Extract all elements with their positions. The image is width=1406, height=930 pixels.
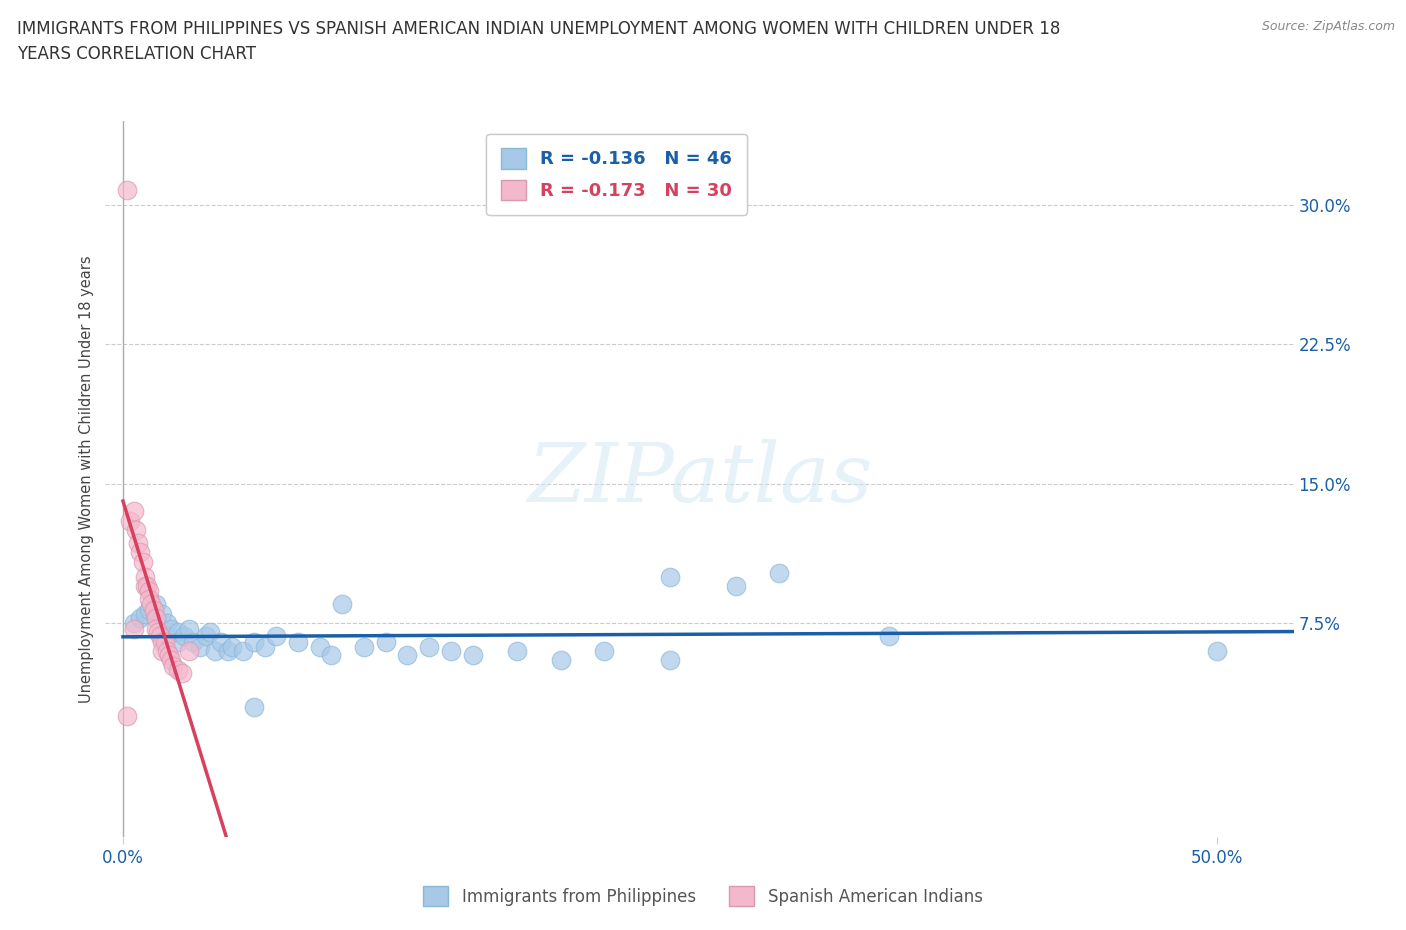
Text: IMMIGRANTS FROM PHILIPPINES VS SPANISH AMERICAN INDIAN UNEMPLOYMENT AMONG WOMEN : IMMIGRANTS FROM PHILIPPINES VS SPANISH A… (17, 20, 1060, 38)
Point (150, 606, 173, 621)
Point (160, 621, 183, 636)
Point (136, 578, 159, 593)
Point (138, 603, 160, 618)
Point (221, 640, 243, 655)
Point (127, 536, 149, 551)
Point (146, 625, 169, 640)
Point (243, 699, 266, 714)
Point (122, 621, 145, 636)
Point (145, 610, 167, 625)
Point (166, 625, 188, 640)
Point (166, 662, 188, 677)
Point (156, 644, 179, 658)
Point (166, 634, 188, 649)
Point (309, 640, 332, 655)
Point (117, 182, 139, 197)
Point (170, 666, 193, 681)
Text: ZIPatlas: ZIPatlas (527, 439, 872, 519)
Point (177, 621, 200, 636)
Point (160, 653, 183, 668)
Point (129, 545, 152, 560)
Point (150, 634, 173, 649)
Point (149, 629, 172, 644)
Point (658, 653, 681, 668)
Point (877, 629, 900, 644)
Point (506, 644, 529, 658)
Point (195, 629, 218, 644)
Point (593, 644, 616, 658)
Point (374, 634, 396, 649)
Point (141, 597, 163, 612)
Point (122, 616, 145, 631)
Point (157, 647, 180, 662)
Point (125, 523, 148, 538)
Point (118, 513, 141, 528)
Point (131, 554, 153, 569)
Point (188, 640, 211, 655)
Point (287, 634, 309, 649)
Point (173, 629, 195, 644)
Point (156, 629, 179, 644)
Point (145, 621, 167, 636)
Point (243, 634, 266, 649)
Legend: Immigrants from Philippines, Spanish American Indians: Immigrants from Philippines, Spanish Ame… (416, 880, 990, 912)
Point (145, 610, 167, 625)
Point (330, 597, 353, 612)
Point (156, 616, 179, 631)
Point (138, 591, 160, 606)
Point (204, 644, 226, 658)
Point (162, 658, 184, 673)
Point (138, 584, 160, 599)
Point (353, 640, 375, 655)
Point (117, 709, 139, 724)
Point (319, 647, 342, 662)
Point (461, 647, 484, 662)
Point (150, 644, 173, 658)
Point (724, 578, 747, 593)
Point (418, 640, 440, 655)
Point (209, 634, 232, 649)
Point (177, 644, 200, 658)
Point (134, 569, 156, 584)
Point (217, 644, 239, 658)
Point (550, 653, 572, 668)
Point (658, 569, 681, 584)
Point (153, 634, 176, 649)
Point (122, 504, 145, 519)
Y-axis label: Unemployment Among Women with Children Under 18 years: Unemployment Among Women with Children U… (79, 255, 94, 703)
Point (134, 606, 156, 621)
Point (181, 634, 204, 649)
Point (768, 565, 790, 580)
Point (142, 603, 165, 618)
Text: YEARS CORRELATION CHART: YEARS CORRELATION CHART (17, 45, 256, 62)
Point (264, 629, 287, 644)
Point (440, 644, 463, 658)
Point (145, 597, 167, 612)
Legend: R = -0.136   N = 46, R = -0.173   N = 30: R = -0.136 N = 46, R = -0.173 N = 30 (486, 134, 747, 215)
Point (232, 644, 254, 658)
Point (134, 578, 156, 593)
Point (254, 640, 277, 655)
Point (396, 647, 419, 662)
Point (129, 610, 152, 625)
Text: Source: ZipAtlas.com: Source: ZipAtlas.com (1261, 20, 1395, 33)
Point (1206, 644, 1229, 658)
Point (200, 625, 222, 640)
